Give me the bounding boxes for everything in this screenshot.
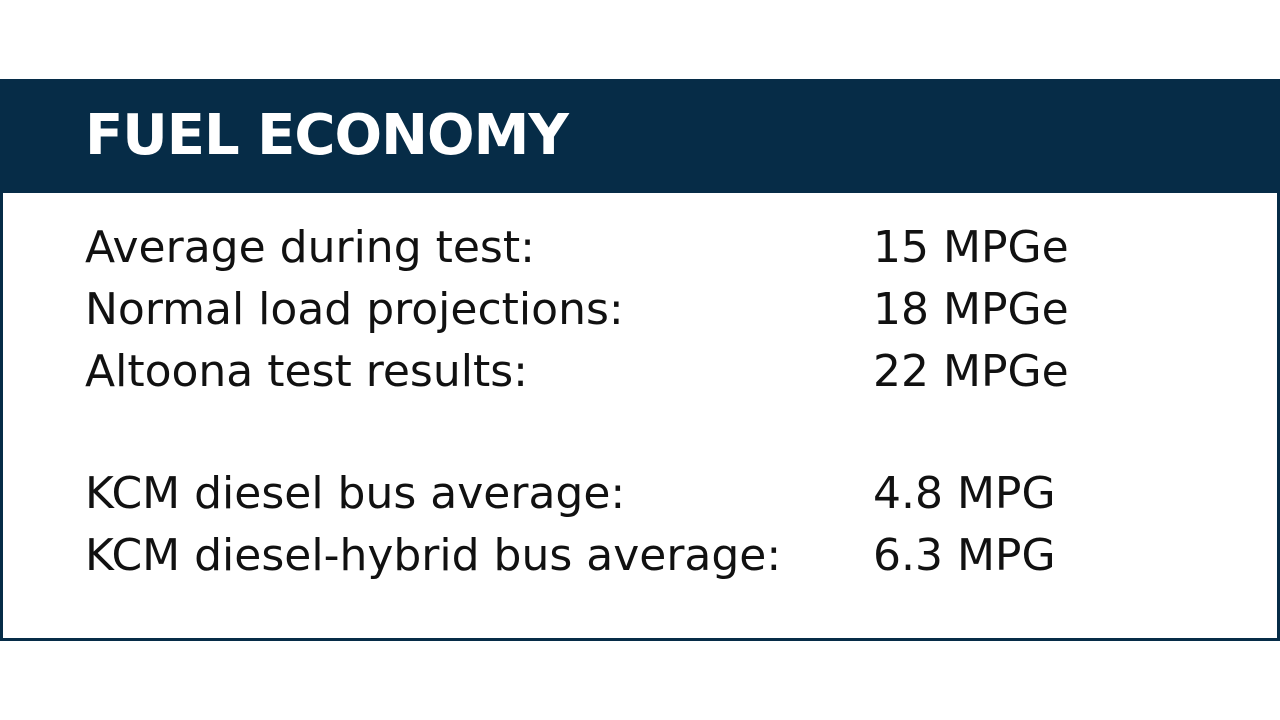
row-label-kcm-diesel-hybrid-bus-average: KCM diesel-hybrid bus average: <box>85 530 782 581</box>
panel-header: FUEL ECONOMY <box>3 79 1277 193</box>
fuel-economy-panel: FUEL ECONOMY Average during test: 15 MPG… <box>0 79 1280 641</box>
row-value-kcm-diesel-hybrid-bus-average: 6.3 MPG <box>873 530 1056 581</box>
row-label-average-during-test: Average during test: <box>85 222 535 273</box>
table-row: Average during test: 15 MPGe <box>85 217 1185 279</box>
table-row: Normal load projections: 18 MPGe <box>85 279 1185 341</box>
row-label-normal-load-projections: Normal load projections: <box>85 284 624 335</box>
row-label-altoona-test-results: Altoona test results: <box>85 346 528 397</box>
mpge-group: Average during test: 15 MPGe Normal load… <box>85 217 1185 403</box>
row-value-normal-load-projections: 18 MPGe <box>873 284 1069 335</box>
row-value-average-during-test: 15 MPGe <box>873 222 1069 273</box>
mpg-group: KCM diesel bus average: 4.8 MPG KCM dies… <box>85 463 1185 587</box>
row-value-altoona-test-results: 22 MPGe <box>873 346 1069 397</box>
fuel-economy-table: Average during test: 15 MPGe Normal load… <box>85 217 1185 587</box>
table-row: Altoona test results: 22 MPGe <box>85 341 1185 403</box>
panel-title: FUEL ECONOMY <box>85 103 569 168</box>
row-label-kcm-diesel-bus-average: KCM diesel bus average: <box>85 468 626 519</box>
row-value-kcm-diesel-bus-average: 4.8 MPG <box>873 468 1056 519</box>
table-row: KCM diesel-hybrid bus average: 6.3 MPG <box>85 525 1185 587</box>
table-row: KCM diesel bus average: 4.8 MPG <box>85 463 1185 525</box>
